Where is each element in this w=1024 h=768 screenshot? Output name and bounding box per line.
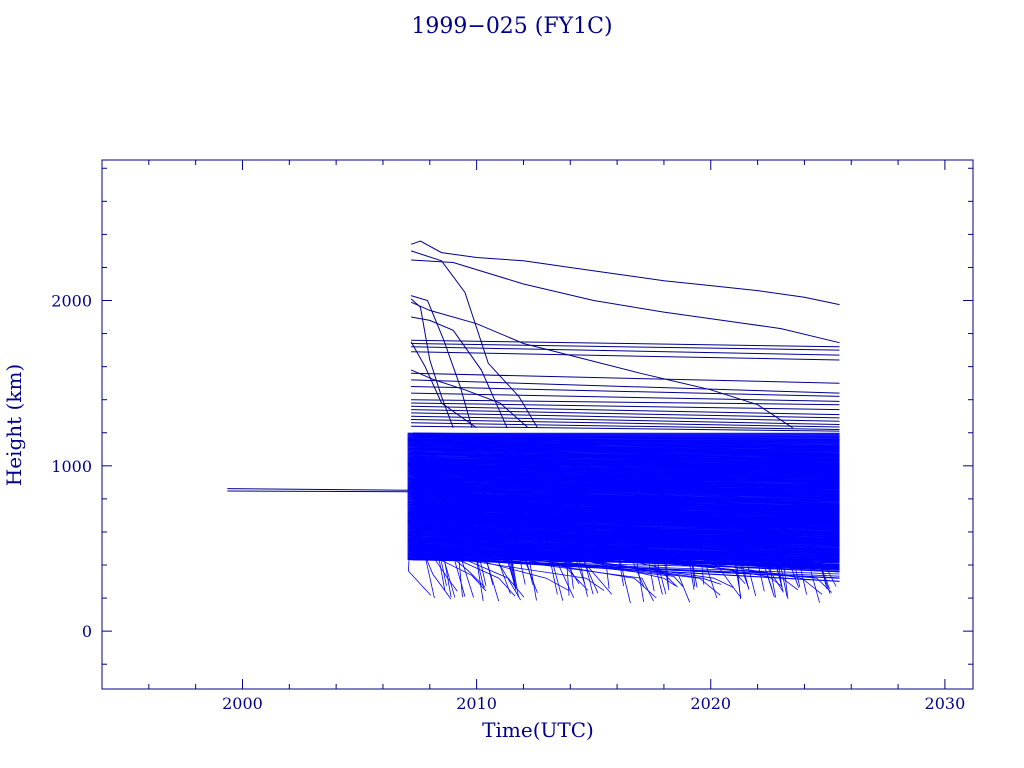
upper-debris-track [410,240,840,306]
parent-object-line [227,490,408,493]
upper-debris-track [411,425,840,432]
upper-debris-track [411,409,840,419]
upper-debris-track [411,316,508,429]
upper-debris-track [411,259,840,344]
upper-debris-track [411,405,840,416]
upper-debris-track [411,419,840,428]
x-tick-label: 2030 [925,694,966,713]
upper-debris-track [411,402,840,411]
upper-debris-track [411,351,840,361]
chart-title: 1999−025 (FY1C) [411,14,613,39]
upper-debris-track [411,412,840,422]
upper-debris-track [411,372,840,384]
debris-core-band [407,432,840,561]
x-axis-label: Time(UTC) [482,718,594,742]
upper-debris-track [411,339,840,348]
upper-debris-track [410,250,538,429]
x-tick-label: 2020 [690,694,731,713]
y-tick-label: 1000 [51,457,92,476]
upper-debris-track [411,343,840,351]
upper-debris-track [410,295,473,428]
plot-frame [101,159,974,690]
upper-debris-track [410,301,793,429]
tick-labels: 2000 2010 2020 2030 0 1000 2000 [51,292,965,713]
y-tick-label: 0 [82,622,92,641]
upper-debris-track [411,399,840,406]
upper-debris-track [410,341,477,429]
y-tick-label: 2000 [51,292,92,311]
upper-debris-track [411,386,840,397]
axis-ticks [102,160,973,689]
upper-debris-track [411,379,840,394]
parent-object-line [227,488,408,491]
x-tick-label: 2010 [456,694,497,713]
data-series [227,240,840,604]
upper-debris-track [411,415,840,425]
upper-debris-track [411,422,840,430]
upper-debris-track [411,392,840,402]
upper-debris-track [411,346,840,356]
x-tick-label: 2000 [222,694,263,713]
